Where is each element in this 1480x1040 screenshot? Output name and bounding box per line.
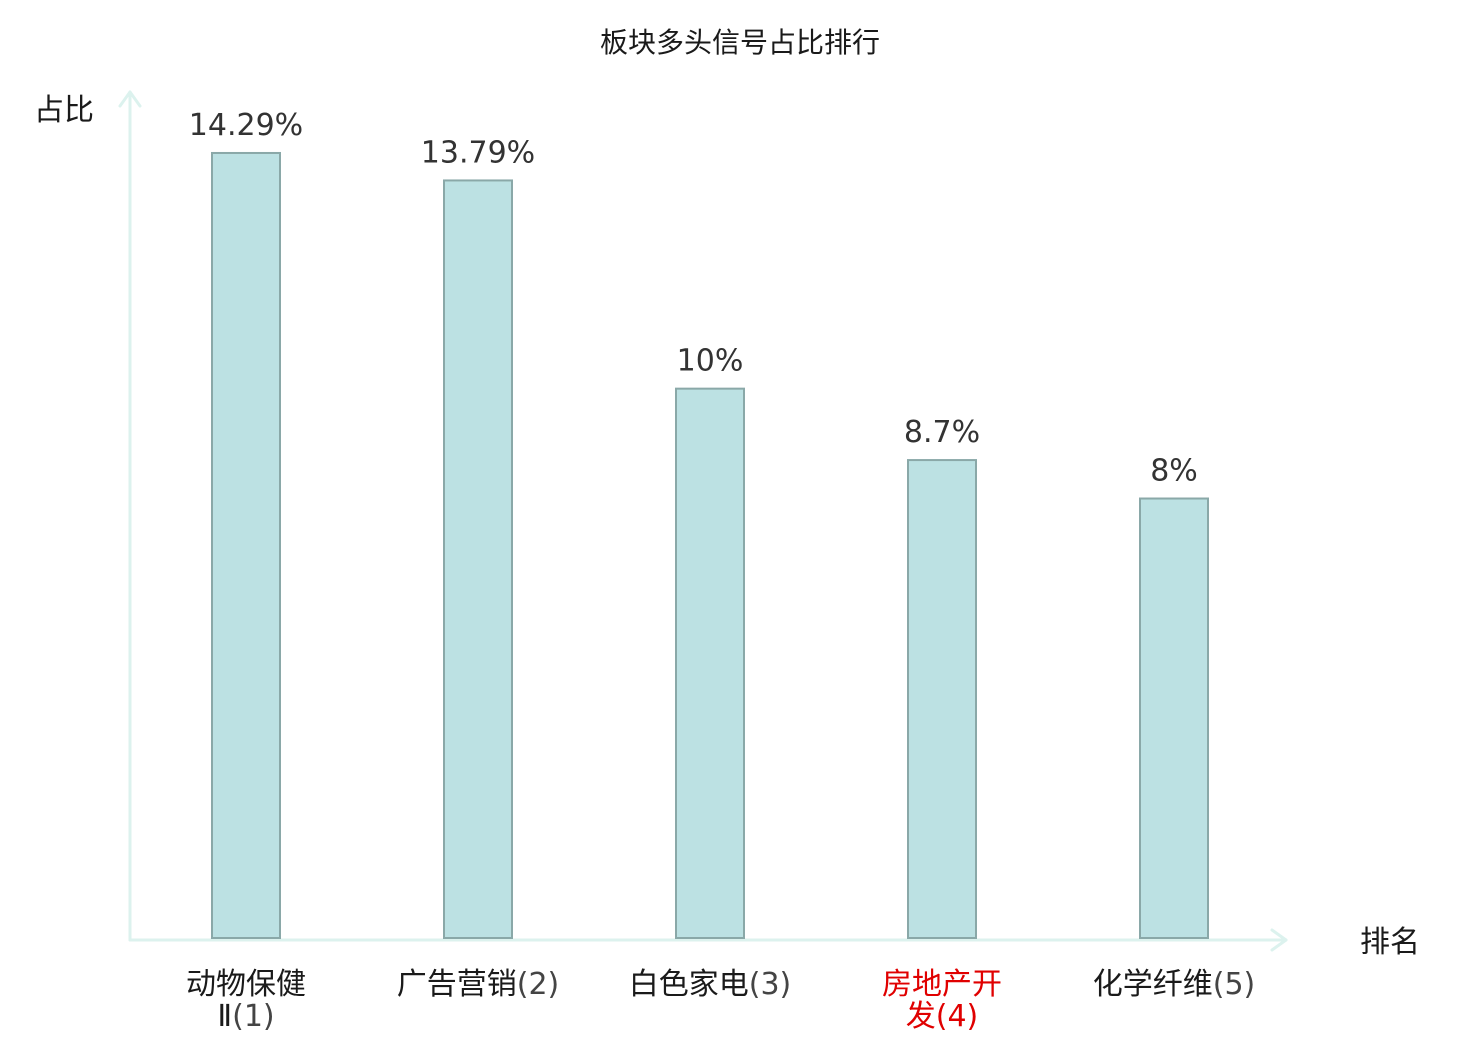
data-label: 13.79% — [421, 135, 535, 170]
bars — [211, 151, 1209, 940]
category-rank: (1) — [232, 999, 275, 1034]
data-label: 14.29% — [189, 108, 303, 143]
category-label: 动物保健 Ⅱ(1) — [186, 967, 306, 1034]
category-rank: (2) — [517, 967, 560, 1002]
data-label: 8.7% — [904, 415, 980, 450]
category-rank: (3) — [749, 967, 792, 1002]
category-name: 广告营销 — [397, 967, 517, 1002]
axes — [118, 90, 1288, 952]
category-name: 动物保健 — [186, 967, 306, 1002]
category-name: 白色家电 — [629, 967, 749, 1002]
category-label: 广告营销(2) — [397, 967, 560, 1002]
category-name: 房地产开 — [882, 967, 1002, 1002]
data-label: 8% — [1150, 454, 1198, 489]
x-axis-title: 排名 — [1360, 925, 1420, 960]
category-labels: 动物保健 Ⅱ(1) 广告营销(2) 白色家电(3) 房地产开发(4) 化学纤维(5) — [186, 967, 1255, 1034]
category-label: 化学纤维(5) — [1093, 967, 1256, 1002]
bar — [443, 179, 513, 940]
category-name: Ⅱ — [217, 999, 232, 1034]
category-rank: (5) — [1213, 967, 1256, 1002]
category-label: 房地产开发(4) — [882, 967, 1002, 1034]
y-axis-arrow — [118, 90, 142, 108]
bar — [675, 387, 745, 939]
category-name: 发 — [906, 999, 936, 1034]
bar — [211, 151, 281, 940]
category-rank: (4) — [936, 999, 979, 1034]
data-labels: 14.29% 13.79% 10% 8.7% 8% — [189, 108, 1198, 489]
data-label: 10% — [677, 344, 744, 379]
chart-title: 板块多头信号占比排行 — [600, 26, 880, 59]
x-axis-arrow — [1270, 928, 1288, 952]
bar — [907, 459, 977, 939]
bar — [1139, 497, 1209, 939]
category-label: 白色家电(3) — [629, 967, 792, 1002]
category-name: 化学纤维 — [1093, 967, 1213, 1002]
y-axis-title: 占比 — [34, 93, 94, 128]
